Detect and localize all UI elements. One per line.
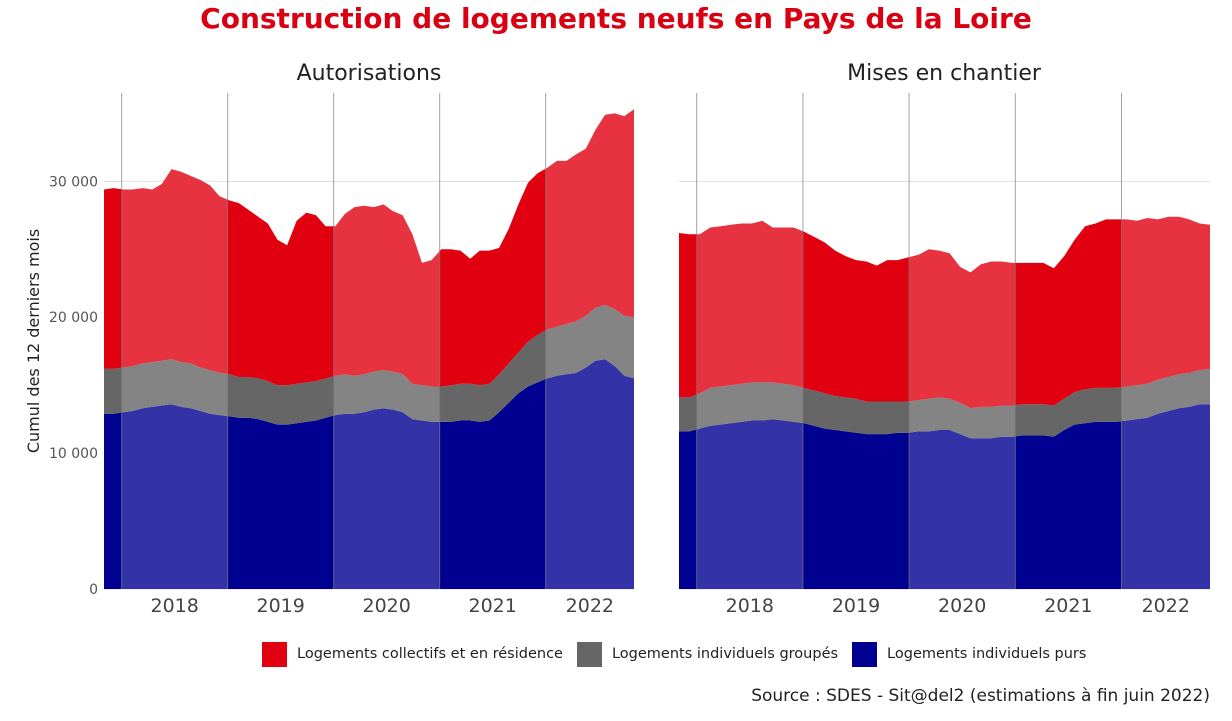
x-tick-label: 2019 bbox=[832, 595, 880, 617]
x-tick-label: 2022 bbox=[1142, 595, 1190, 617]
panel-title-2: Mises en chantier bbox=[847, 61, 1042, 86]
y-tick-label: 20 000 bbox=[49, 310, 98, 326]
x-tick-label: 2018 bbox=[726, 595, 774, 617]
axis-text: Cumul des 12 derniers mois Autorisations 0… bbox=[24, 61, 1190, 617]
legend-item-purs: Logements individuels purs bbox=[852, 641, 1087, 667]
x-tick-label: 2020 bbox=[938, 595, 986, 617]
area-groupes-panel-1 bbox=[104, 305, 634, 425]
x-tick-label: 2022 bbox=[566, 595, 614, 617]
year-band-2020 bbox=[333, 93, 440, 589]
year-band-2018 bbox=[696, 93, 803, 589]
y-axis-title: Cumul des 12 derniers mois bbox=[24, 229, 43, 453]
legend-label-collectifs: Logements collectifs et en résidence bbox=[297, 646, 563, 662]
x-tick-label: 2020 bbox=[362, 595, 410, 617]
y-tick-label: 10 000 bbox=[49, 446, 98, 462]
area-purs-panel-1 bbox=[104, 359, 634, 589]
legend-item-groupes: Logements individuels groupés bbox=[576, 641, 839, 667]
area-purs-panel-2 bbox=[679, 404, 1210, 589]
legend-label-purs: Logements individuels purs bbox=[887, 646, 1087, 662]
area-collectifs-panel-1 bbox=[104, 109, 634, 387]
panel-title-1: Autorisations bbox=[297, 61, 442, 86]
x-tick-label: 2021 bbox=[468, 595, 516, 617]
x-tick-label: 2018 bbox=[150, 595, 198, 617]
year-band-2018 bbox=[121, 93, 228, 589]
x-tick-label: 2019 bbox=[256, 595, 304, 617]
chart-title: Construction de logements neufs en Pays … bbox=[200, 2, 1032, 35]
legend: Logements collectifs et en résidence Log… bbox=[262, 641, 1100, 667]
stacked-areas bbox=[104, 109, 1210, 589]
year-band-2022 bbox=[545, 93, 634, 589]
y-tick-label: 0 bbox=[89, 582, 98, 598]
legend-item-collectifs: Logements collectifs et en résidence bbox=[262, 641, 563, 667]
source-note: Source : SDES - Sit@del2 (estimations à … bbox=[751, 686, 1210, 706]
legend-label-groupes: Logements individuels groupés bbox=[611, 646, 839, 662]
legend-swatch-groupes bbox=[576, 641, 602, 667]
year-bands bbox=[121, 93, 1210, 589]
y-tick-label: 30 000 bbox=[49, 174, 98, 190]
x-tick-label: 2021 bbox=[1044, 595, 1092, 617]
area-groupes-panel-2 bbox=[679, 368, 1210, 439]
legend-swatch-collectifs bbox=[262, 641, 287, 667]
year-band-2022 bbox=[1121, 93, 1210, 589]
area-collectifs-panel-2 bbox=[679, 216, 1210, 409]
legend-swatch-purs bbox=[852, 641, 878, 667]
year-band-2020 bbox=[909, 93, 1016, 589]
